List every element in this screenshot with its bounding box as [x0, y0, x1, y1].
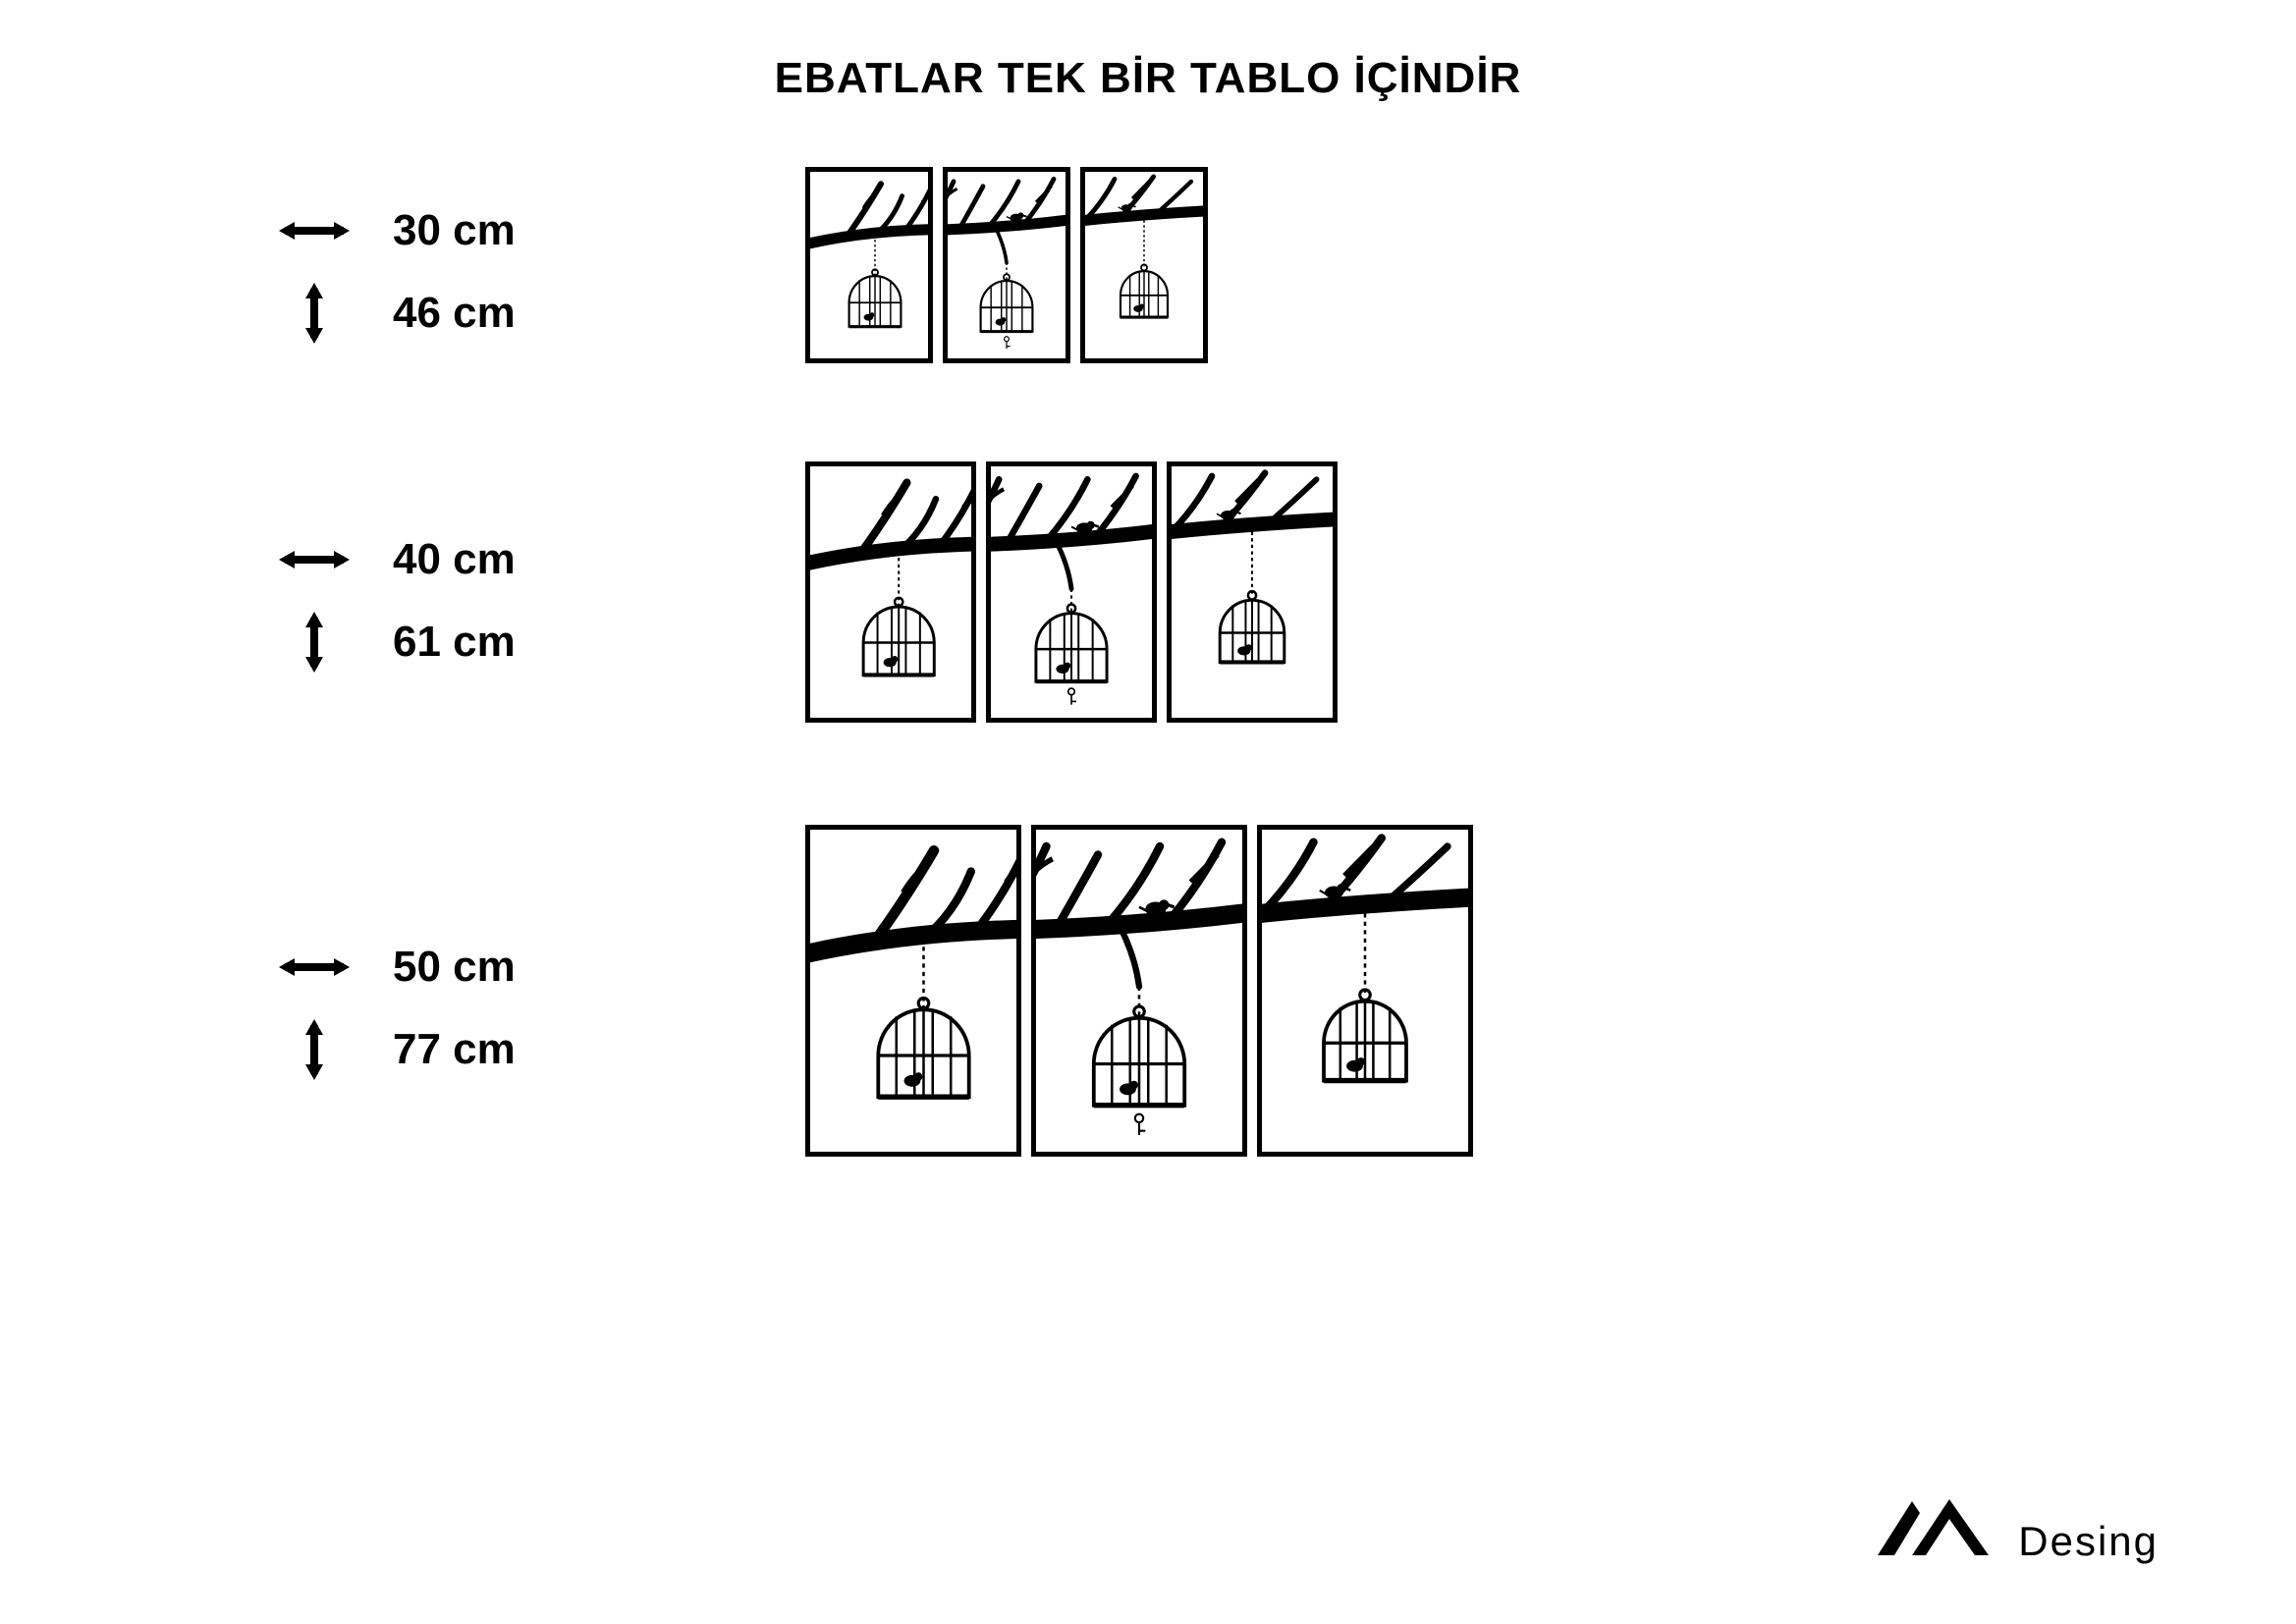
dim-height-3: 77 cm	[275, 1019, 516, 1080]
triptych-panel	[1257, 825, 1473, 1157]
triptych-panel	[943, 167, 1070, 363]
dim-height-2: 61 cm	[275, 612, 516, 673]
arrow-vertical-icon	[275, 283, 354, 344]
logo-text: Desing	[2018, 1518, 2159, 1565]
dim-width-1: 30 cm	[275, 206, 516, 255]
dim-width-2: 40 cm	[275, 535, 516, 584]
triptych-panel	[1080, 167, 1208, 363]
dim-height-1: 46 cm	[275, 283, 516, 344]
triptych-panel	[1031, 825, 1247, 1157]
arrow-horizontal-icon	[275, 218, 354, 244]
size-row-2: 40 cm 61 cm	[275, 535, 516, 673]
triptych-panel	[986, 461, 1157, 723]
dim-width-label: 50 cm	[393, 943, 516, 992]
logo-mark-icon	[1873, 1491, 2000, 1565]
dim-width-3: 50 cm	[275, 943, 516, 992]
triptych-panel	[805, 461, 976, 723]
dim-width-label: 40 cm	[393, 535, 516, 584]
page-title: EBATLAR TEK BİR TABLO İÇİNDİR	[0, 54, 2296, 103]
arrow-vertical-icon	[275, 1019, 354, 1080]
triptych-panel	[805, 825, 1021, 1157]
triptych-set-1	[805, 167, 1208, 363]
triptych-set-2	[805, 461, 1338, 723]
triptych-panel	[805, 167, 933, 363]
triptych-set-3	[805, 825, 1473, 1157]
triptych-panel	[1167, 461, 1338, 723]
size-row-3: 50 cm 77 cm	[275, 943, 516, 1080]
dim-height-label: 61 cm	[393, 618, 516, 667]
arrow-vertical-icon	[275, 612, 354, 673]
dim-width-label: 30 cm	[393, 206, 516, 255]
dim-height-label: 46 cm	[393, 289, 516, 338]
size-row-1: 30 cm 46 cm	[275, 206, 516, 344]
arrow-horizontal-icon	[275, 954, 354, 980]
brand-logo: Desing	[1873, 1491, 2159, 1565]
dim-height-label: 77 cm	[393, 1025, 516, 1074]
arrow-horizontal-icon	[275, 547, 354, 572]
